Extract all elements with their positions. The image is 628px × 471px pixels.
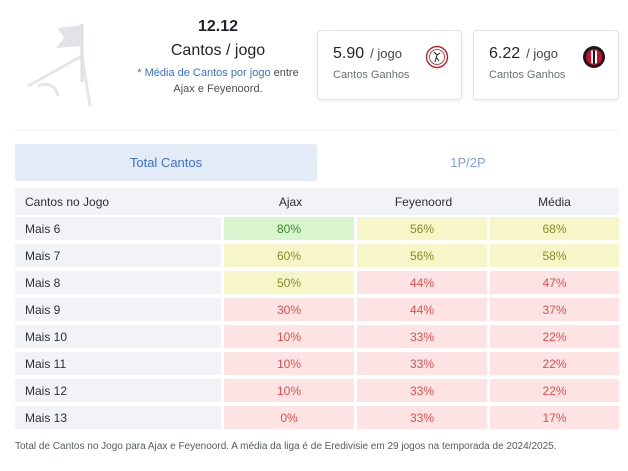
table-row: Mais 7 60% 56% 58% — [15, 242, 619, 269]
row-label: Mais 11 — [15, 352, 221, 375]
summary-title: Cantos / jogo — [170, 42, 266, 59]
ajax-pct-cell: 60% — [224, 244, 354, 267]
tab-halves[interactable]: 1P/2P — [450, 155, 486, 170]
average-pct-cell: 47% — [490, 271, 619, 294]
table-row: Mais 9 30% 44% 37% — [15, 296, 619, 323]
section-divider — [15, 130, 619, 131]
header-corners-in-game: Cantos no Jogo — [15, 188, 224, 215]
average-pct-cell: 37% — [490, 298, 619, 321]
ajax-pct-cell: 10% — [224, 325, 354, 348]
average-pct-cell: 22% — [490, 325, 619, 348]
row-label: Mais 12 — [15, 379, 221, 402]
ajax-pct-cell: 10% — [224, 352, 354, 375]
table-row: Mais 11 10% 33% 22% — [15, 350, 619, 377]
summary-note-text: entre — [270, 67, 299, 79]
ajax-corners-card: 5.90 / jogo Cantos Ganhos — [317, 30, 462, 100]
table-footnote: Total de Cantos no Jogo para Ajax e Feye… — [15, 441, 557, 452]
feyenoord-corners-card: 6.22 / jogo Cantos Ganhos — [473, 30, 619, 100]
table-row: Mais 6 80% 56% 68% — [15, 215, 619, 242]
feyenoord-pct-cell: 33% — [357, 406, 487, 429]
average-pct-cell: 22% — [490, 352, 619, 375]
ajax-corners-label: Cantos Ganhos — [333, 69, 410, 81]
ajax-pct-cell: 0% — [224, 406, 354, 429]
feyenoord-pct-cell: 33% — [357, 325, 487, 348]
average-pct-cell: 17% — [490, 406, 619, 429]
feyenoord-pct-cell: 56% — [357, 244, 487, 267]
ajax-pct-cell: 10% — [224, 379, 354, 402]
summary-note: * Média de Cantos por jogo entre Ajax e … — [120, 65, 316, 97]
average-pct-cell: 68% — [490, 217, 619, 240]
row-label: Mais 7 — [15, 244, 221, 267]
table-row: Mais 13 0% 33% 17% — [15, 404, 619, 431]
ajax-pct-cell: 80% — [224, 217, 354, 240]
feyenoord-corners-value-wrap: 6.22 / jogo — [489, 45, 558, 63]
table-header-row: Cantos no Jogo Ajax Feyenoord Média — [15, 188, 619, 215]
row-label: Mais 13 — [15, 406, 221, 429]
corner-flag-icon — [27, 24, 92, 107]
row-label: Mais 6 — [15, 217, 221, 240]
feyenoord-corners-unit: / jogo — [526, 46, 558, 61]
row-label: Mais 10 — [15, 325, 221, 348]
table-row: Mais 8 50% 44% 47% — [15, 269, 619, 296]
corners-tabs: Total Cantos 1P/2P — [15, 144, 619, 181]
ajax-corners-value: 5.90 — [333, 45, 365, 62]
summary-note-teams: Ajax e Feyenoord. — [173, 83, 263, 95]
feyenoord-pct-cell: 56% — [357, 217, 487, 240]
header-feyenoord: Feyenoord — [357, 188, 490, 215]
ajax-corners-unit: / jogo — [370, 46, 402, 61]
corners-table: Cantos no Jogo Ajax Feyenoord Média Mais… — [15, 188, 619, 431]
ajax-pct-cell: 50% — [224, 271, 354, 294]
row-label: Mais 9 — [15, 298, 221, 321]
average-pct-cell: 22% — [490, 379, 619, 402]
feyenoord-pct-cell: 44% — [357, 298, 487, 321]
tab-total-cantos[interactable]: Total Cantos — [15, 144, 317, 181]
ajax-crest-icon — [425, 45, 449, 69]
header-ajax: Ajax — [224, 188, 357, 215]
feyenoord-pct-cell: 44% — [357, 271, 487, 294]
ajax-pct-cell: 30% — [224, 298, 354, 321]
average-pct-cell: 58% — [490, 244, 619, 267]
feyenoord-corners-label: Cantos Ganhos — [489, 69, 566, 81]
corners-summary: 12.12 Cantos / jogo * Média de Cantos po… — [120, 16, 316, 97]
feyenoord-corners-value: 6.22 — [489, 45, 521, 62]
feyenoord-pct-cell: 33% — [357, 352, 487, 375]
table-row: Mais 10 10% 33% 22% — [15, 323, 619, 350]
ajax-corners-value-wrap: 5.90 / jogo — [333, 45, 402, 63]
average-corners-link[interactable]: * Média de Cantos por jogo — [137, 67, 271, 79]
header-average: Média — [490, 188, 619, 215]
row-label: Mais 8 — [15, 271, 221, 294]
total-corners-value: 12.12 — [197, 18, 239, 35]
feyenoord-crest-icon — [583, 46, 605, 68]
feyenoord-pct-cell: 33% — [357, 379, 487, 402]
table-row: Mais 12 10% 33% 22% — [15, 377, 619, 404]
